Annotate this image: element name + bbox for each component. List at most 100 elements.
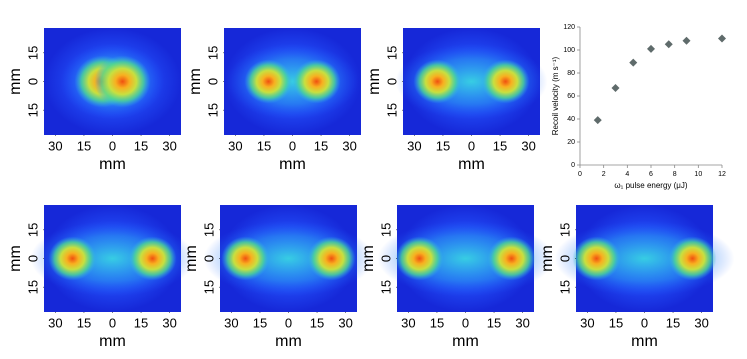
x-tick-label: 30 xyxy=(338,315,352,330)
x-tick-label: 15 xyxy=(77,315,91,330)
x-tick-label: 15 xyxy=(609,315,623,330)
heatmap-blob xyxy=(307,236,356,281)
y-tick-label: 15 xyxy=(378,223,393,237)
y-tick-label: 60 xyxy=(567,93,575,100)
y-axis-label: mm xyxy=(7,68,24,95)
x-tick-label: 0 xyxy=(285,315,292,330)
y-axis-label: mm xyxy=(539,245,556,272)
x-tick-label: 30 xyxy=(401,315,415,330)
heatmap-blob xyxy=(94,55,151,108)
x-tick-label: 15 xyxy=(487,315,501,330)
y-tick-label: 15 xyxy=(384,46,399,60)
y-tick-label: 15 xyxy=(557,280,572,294)
data-point xyxy=(718,34,726,43)
y-tick-label: 15 xyxy=(25,223,40,237)
data-point xyxy=(682,36,691,45)
y-tick-label: 15 xyxy=(25,46,40,60)
image-panel xyxy=(30,205,195,312)
y-axis-label: mm xyxy=(366,68,383,95)
image-panel xyxy=(203,205,374,312)
x-tick-label: 6 xyxy=(649,171,653,178)
y-tick-label: 15 xyxy=(201,223,216,237)
x-tick-label: 15 xyxy=(314,138,328,153)
x-tick-label: 0 xyxy=(641,315,648,330)
heatmap-blob xyxy=(413,59,462,104)
data-point xyxy=(664,40,673,49)
x-tick-label: 2 xyxy=(602,171,606,178)
x-tick-label: 15 xyxy=(134,315,148,330)
x-tick-label: 15 xyxy=(493,138,507,153)
x-tick-label: 30 xyxy=(162,315,176,330)
image-panel xyxy=(44,28,181,135)
image-panel xyxy=(395,28,548,135)
data-point xyxy=(611,83,620,92)
y-axis-label: mm xyxy=(360,245,377,272)
y-tick-label: 15 xyxy=(205,103,220,117)
heatmap-blob xyxy=(395,236,444,281)
x-axis-label: mm xyxy=(452,333,479,350)
y-tick-label: 15 xyxy=(384,103,399,117)
y-axis-label: mm xyxy=(183,245,200,272)
data-point xyxy=(647,44,655,53)
x-tick-label: 15 xyxy=(253,315,267,330)
y-tick-label: 0 xyxy=(25,255,40,262)
image-panel xyxy=(554,205,735,312)
x-tick-label: 15 xyxy=(436,138,450,153)
x-tick-label: 0 xyxy=(109,138,116,153)
x-tick-label: 30 xyxy=(224,315,238,330)
y-tick-label: 15 xyxy=(201,280,216,294)
x-axis-label: mm xyxy=(458,156,485,173)
heatmap-blob xyxy=(48,236,97,281)
x-tick-label: 8 xyxy=(673,171,677,178)
x-tick-label: 30 xyxy=(407,138,421,153)
x-tick-label: 12 xyxy=(718,171,726,178)
x-tick-label: 30 xyxy=(580,315,594,330)
x-tick-label: 30 xyxy=(48,315,62,330)
y-tick-label: 0 xyxy=(378,255,393,262)
y-tick-label: 0 xyxy=(25,78,40,85)
x-tick-label: 30 xyxy=(342,138,356,153)
image-panel xyxy=(224,28,361,135)
x-axis-label: mm xyxy=(631,333,658,350)
x-tick-label: 4 xyxy=(625,171,629,178)
heatmap-blob xyxy=(481,59,530,104)
x-tick-label: 30 xyxy=(228,138,242,153)
x-axis-label: mm xyxy=(275,333,302,350)
heatmap-blob xyxy=(221,236,270,281)
data-point xyxy=(593,116,602,125)
heatmap-blob xyxy=(668,236,717,281)
x-tick-label: 0 xyxy=(289,138,296,153)
y-tick-label: 15 xyxy=(25,103,40,117)
y-tick-label: 15 xyxy=(25,280,40,294)
x-tick-label: 30 xyxy=(694,315,708,330)
x-tick-label: 30 xyxy=(48,138,62,153)
y-tick-label: 15 xyxy=(378,280,393,294)
x-tick-label: 15 xyxy=(666,315,680,330)
y-tick-label: 100 xyxy=(563,47,575,54)
y-tick-label: 0 xyxy=(201,255,216,262)
y-tick-label: 15 xyxy=(557,223,572,237)
x-tick-label: 0 xyxy=(578,171,582,178)
x-tick-label: 30 xyxy=(515,315,529,330)
x-tick-label: 0 xyxy=(462,315,469,330)
y-axis-label: Recoil velocity (m s⁻¹) xyxy=(551,56,560,135)
heatmap-blob xyxy=(487,236,536,281)
y-tick-label: 120 xyxy=(563,24,575,31)
y-axis-label: mm xyxy=(187,68,204,95)
x-tick-label: 0 xyxy=(109,315,116,330)
heatmap-blob xyxy=(244,59,293,104)
x-tick-label: 30 xyxy=(521,138,535,153)
x-axis-label: ω₁ pulse energy (μJ) xyxy=(614,181,687,190)
data-point xyxy=(629,58,638,67)
x-tick-label: 30 xyxy=(162,138,176,153)
heatmap-blob xyxy=(292,59,341,104)
x-tick-label: 15 xyxy=(77,138,91,153)
y-tick-label: 80 xyxy=(567,70,575,77)
x-tick-label: 15 xyxy=(310,315,324,330)
x-axis-label: mm xyxy=(99,156,126,173)
x-axis-label: mm xyxy=(99,333,126,350)
y-tick-label: 0 xyxy=(384,78,399,85)
y-axis-label: mm xyxy=(7,245,24,272)
image-panel xyxy=(377,205,554,312)
